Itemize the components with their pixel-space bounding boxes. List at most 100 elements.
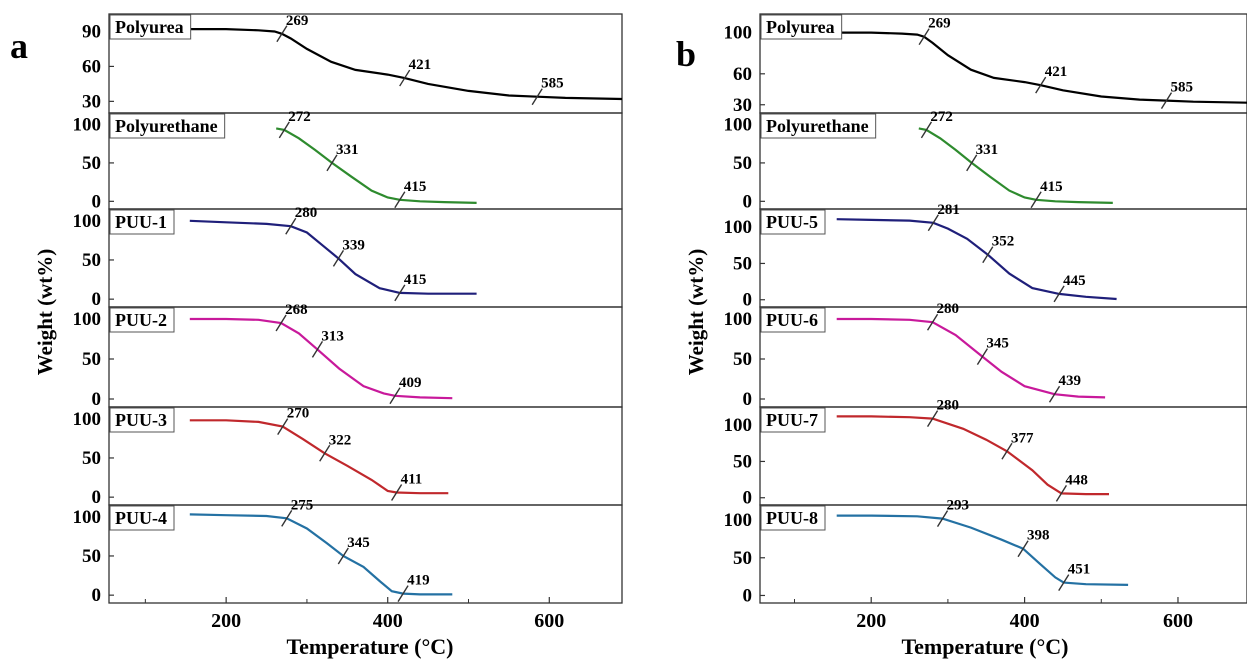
marker-label: 439 xyxy=(1059,373,1082,389)
x-tick-label: 200 xyxy=(211,610,241,632)
subplot-name-box xyxy=(760,505,826,531)
subplot-name: Polyurea xyxy=(766,17,835,37)
panel-b-plot: 30 60 100 269 421 585 Polyurea 0 50 100 272 331 415 P… xyxy=(724,13,1247,632)
marker-tick xyxy=(927,214,939,232)
y-axis-label-b: Weight (wt%) xyxy=(684,249,708,376)
subplot-frame xyxy=(759,504,1247,604)
marker-label: 419 xyxy=(407,573,430,589)
marker-label: 280 xyxy=(295,205,318,221)
series-line-polyurethane xyxy=(275,127,477,204)
marker-tick xyxy=(1055,485,1067,502)
x-tick-label: 600 xyxy=(1163,610,1193,632)
y-tick-label: 0 xyxy=(92,487,102,508)
y-tick-label: 50 xyxy=(733,153,752,174)
x-axis-label-b: Temperature (°C) xyxy=(901,634,1068,659)
panel-label-a: a xyxy=(10,26,28,66)
marker-label: 331 xyxy=(336,142,359,158)
y-tick-label: 50 xyxy=(733,253,752,274)
subplot-name: PUU-8 xyxy=(766,508,818,528)
subplot-name: Polyurethane xyxy=(115,116,218,136)
subplot-frame xyxy=(108,406,623,506)
marker-label: 421 xyxy=(1045,64,1068,80)
y-tick-label: 100 xyxy=(724,217,753,238)
marker-label: 269 xyxy=(928,16,951,32)
subplot-puu-8: 0 50 100 293 398 451 PUU-8 xyxy=(724,498,1247,606)
marker-label: 293 xyxy=(947,498,970,514)
y-tick-label: 0 xyxy=(92,389,102,410)
marker-tick xyxy=(1001,442,1013,460)
marker-tick xyxy=(277,418,289,435)
marker-tick xyxy=(1048,385,1061,403)
y-tick-label: 0 xyxy=(743,290,753,311)
y-tick-label: 90 xyxy=(82,21,101,42)
x-tick-label: 600 xyxy=(534,610,564,632)
marker-label: 275 xyxy=(291,497,314,513)
marker-label: 411 xyxy=(401,471,423,487)
subplot-polyurea: 30 60 90 269 421 585 Polyurea xyxy=(82,13,623,114)
marker-tick xyxy=(1030,191,1042,209)
marker-label: 269 xyxy=(286,13,309,29)
marker-tick xyxy=(1017,540,1029,558)
marker-label: 398 xyxy=(1027,528,1050,544)
marker-label: 280 xyxy=(937,398,960,414)
series-line-puu-3 xyxy=(189,419,449,495)
subplot-polyurea: 30 60 100 269 421 585 Polyurea xyxy=(724,13,1247,116)
marker-tick xyxy=(337,547,349,565)
marker-tick xyxy=(332,250,345,267)
marker-tick xyxy=(918,28,930,46)
subplot-name: PUU-3 xyxy=(115,410,167,430)
marker-tick xyxy=(399,69,411,87)
marker-tick xyxy=(389,387,401,405)
x-axis-label-a: Temperature (°C) xyxy=(286,634,453,659)
y-tick-label: 100 xyxy=(73,507,102,528)
subplot-name: Polyurethane xyxy=(766,116,869,136)
y-tick-label: 50 xyxy=(82,250,101,271)
y-tick-label: 60 xyxy=(733,64,752,85)
subplot-polyurethane: 0 50 100 272 331 415 Polyurethane xyxy=(724,109,1247,212)
y-tick-label: 0 xyxy=(92,585,102,606)
subplot-puu-2: 0 50 100 268 313 409 PUU-2 xyxy=(73,302,623,410)
y-tick-label: 100 xyxy=(724,115,753,136)
marker-label: 415 xyxy=(404,272,427,288)
series-line-polyurethane xyxy=(918,127,1113,204)
y-tick-label: 0 xyxy=(92,289,102,310)
marker-tick xyxy=(278,121,290,139)
y-tick-label: 100 xyxy=(724,309,753,330)
marker-tick xyxy=(394,284,406,302)
subplot-name-box xyxy=(109,113,226,139)
series-line-puu-7 xyxy=(836,415,1109,496)
series-line-puu-2 xyxy=(189,317,453,400)
marker-label: 415 xyxy=(404,179,427,195)
x-tick-label: 200 xyxy=(856,610,886,632)
marker-label: 268 xyxy=(285,302,308,318)
marker-tick xyxy=(285,217,297,235)
marker-tick xyxy=(1035,76,1047,94)
subplot-frame xyxy=(108,208,623,308)
marker-label: 448 xyxy=(1065,472,1088,488)
marker-tick xyxy=(1160,92,1173,109)
marker-tick xyxy=(976,348,989,365)
subplot-puu-7: 0 50 100 280 377 448 PUU-7 xyxy=(724,398,1247,509)
y-tick-label: 0 xyxy=(743,191,753,212)
marker-label: 331 xyxy=(976,142,999,158)
marker-tick xyxy=(531,88,543,106)
marker-label: 585 xyxy=(541,76,564,92)
y-tick-label: 0 xyxy=(743,488,753,509)
subplot-name-box xyxy=(760,113,877,139)
marker-tick xyxy=(926,410,939,427)
y-tick-label: 100 xyxy=(73,211,102,232)
y-tick-label: 50 xyxy=(82,153,101,174)
marker-tick xyxy=(311,341,324,358)
x-tick-label: 400 xyxy=(1010,610,1040,632)
marker-tick xyxy=(276,25,288,43)
subplot-frame xyxy=(759,208,1247,308)
subplot-name: PUU-4 xyxy=(115,508,167,528)
subplot-name: Polyurea xyxy=(115,17,184,37)
y-tick-label: 50 xyxy=(733,548,752,569)
subplot-name-box xyxy=(109,14,192,40)
marker-label: 377 xyxy=(1011,430,1034,446)
y-tick-label: 100 xyxy=(73,309,102,330)
y-tick-label: 100 xyxy=(724,415,753,436)
y-tick-label: 50 xyxy=(82,448,101,469)
